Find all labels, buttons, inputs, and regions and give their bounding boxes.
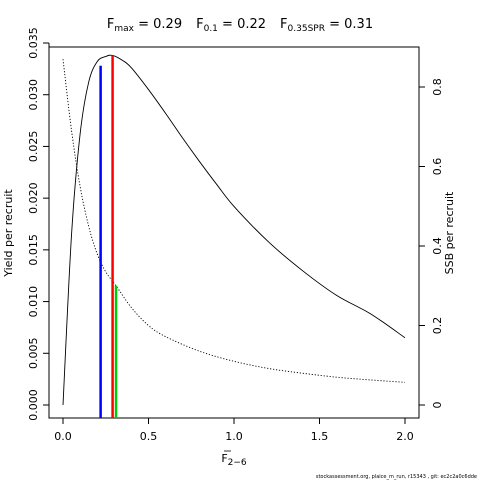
- y-right-tick-label: 0.8: [431, 78, 444, 96]
- title-fmax-sub: max: [114, 24, 134, 34]
- y-left-tick-label: 0.010: [27, 286, 40, 318]
- series-group: [62, 54, 406, 406]
- title-f01-sub: 0.1: [204, 24, 218, 34]
- title-fmax-value: 0.29: [153, 17, 182, 32]
- x-tick-label: 1.0: [225, 430, 243, 443]
- plot-frame: [48, 46, 420, 419]
- yield-per-recruit-line: [62, 54, 406, 406]
- title-f01-value: 0.22: [237, 17, 266, 32]
- y-left-tick-label: 0.000: [27, 389, 40, 421]
- title-fmax-label: F: [107, 17, 114, 32]
- title-f035-value: 0.31: [344, 17, 373, 32]
- title-f035-sub: 0.35SPR: [288, 24, 325, 34]
- y-left-tick-label: 0.025: [27, 131, 40, 163]
- y-right-axis-title: SSB per recruit: [443, 191, 456, 274]
- y-left-tick-label: 0.035: [27, 27, 40, 59]
- y-right-axis: 0 0.2 0.4 0.6 0.8: [418, 78, 444, 409]
- y-right-tick-label: 0.2: [431, 317, 444, 335]
- x-axis-title: F2−6: [221, 452, 247, 468]
- y-left-axis: 0.000 0.005 0.010 0.015 0.020 0.025 0.030 0.035: [27, 27, 50, 421]
- chart-title: Fmax = 0.29 F0.1 = 0.22 F0.35SPR = 0.31: [107, 17, 373, 34]
- y-right-tick-label: 0.4: [431, 237, 444, 255]
- reference-lines: [99, 55, 118, 418]
- title-f035-label: F: [280, 17, 287, 32]
- ssb-per-recruit-line: [62, 59, 406, 383]
- y-left-tick-label: 0.020: [27, 182, 40, 214]
- y-left-axis-title: Yield per recruit: [2, 189, 15, 278]
- x-tick-label: 1.5: [311, 430, 329, 443]
- y-left-tick-label: 0.030: [27, 79, 40, 111]
- y-left-tick-label: 0.005: [27, 338, 40, 370]
- x-tick-label: 0.0: [54, 430, 72, 443]
- x-axis: 0.0 0.5 1.0 1.5 2.0: [54, 417, 414, 443]
- footer-text: stockassessment.org, plaice_m_run, r1534…: [316, 474, 477, 480]
- y-left-tick-label: 0.015: [27, 234, 40, 266]
- title-f01-label: F: [196, 17, 203, 32]
- x-tick-label: 2.0: [396, 430, 414, 443]
- x-tick-label: 0.5: [140, 430, 158, 443]
- y-right-tick-label: 0: [431, 402, 444, 409]
- y-right-tick-label: 0.6: [431, 158, 444, 176]
